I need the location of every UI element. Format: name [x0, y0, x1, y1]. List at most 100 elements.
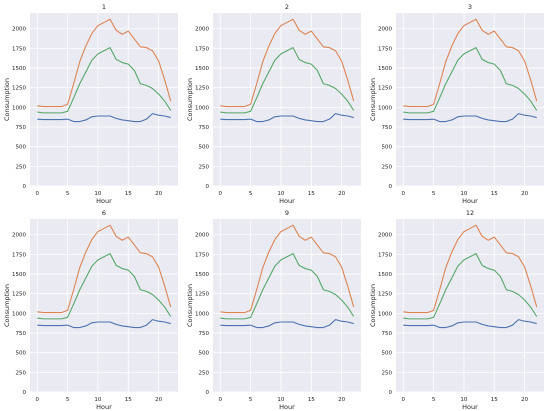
x-tick-label: 20: [155, 191, 162, 197]
y-tick-label: 2000: [378, 233, 392, 239]
series-line: [37, 224, 172, 314]
x-axis-label: Hour: [279, 197, 295, 205]
y-tick-label: 1000: [378, 311, 392, 317]
y-tick-label: 1750: [195, 252, 209, 258]
subplot-title: 1: [102, 3, 106, 11]
plot-area: [396, 219, 544, 392]
x-tick-label: 15: [308, 191, 315, 197]
x-tick-label: 5: [432, 397, 436, 403]
x-tick-label: 10: [460, 191, 467, 197]
x-tick-label: 5: [432, 191, 436, 197]
y-tick-label: 1750: [12, 252, 26, 258]
subplot-title: 9: [285, 209, 289, 217]
y-tick-label: 2000: [378, 27, 392, 33]
series-line: [37, 253, 172, 320]
y-tick-label: 1000: [195, 105, 209, 111]
plot-area: [213, 219, 361, 392]
x-tick-label: 10: [94, 191, 101, 197]
y-tick-label: 750: [16, 125, 27, 131]
y-tick-label: 500: [16, 351, 27, 357]
y-tick-label: 250: [382, 164, 393, 170]
y-tick-label: 1750: [12, 46, 26, 52]
subplot-title: 2: [285, 3, 289, 11]
y-tick-label: 250: [382, 370, 393, 376]
y-axis-label: Consumption: [186, 284, 194, 327]
y-tick-label: 2000: [195, 233, 209, 239]
subplot-12: 0 250 500 750 1000 1250 1500 1750 2000 0 5 10 15 20 12…: [369, 209, 544, 411]
y-tick-label: 250: [199, 370, 210, 376]
series-line: [220, 18, 355, 108]
series-line: [220, 253, 355, 320]
series-line: [403, 18, 538, 108]
y-tick-label: 1250: [195, 292, 209, 298]
y-tick-label: 1750: [195, 46, 209, 52]
series-line: [37, 319, 171, 329]
x-tick-label: 0: [402, 191, 406, 197]
subplot-9: 0 250 500 750 1000 1250 1500 1750 2000 0 5 10 15 20 9 H…: [186, 209, 361, 411]
series-line: [403, 253, 538, 320]
y-tick-label: 1250: [12, 86, 26, 92]
series-line: [403, 113, 537, 123]
x-tick-label: 15: [125, 191, 132, 197]
y-tick-label: 0: [206, 184, 210, 190]
y-tick-label: 1000: [195, 311, 209, 317]
y-tick-label: 500: [199, 351, 210, 357]
x-tick-label: 10: [277, 191, 284, 197]
y-tick-label: 1500: [12, 272, 26, 278]
x-tick-label: 5: [66, 191, 70, 197]
series-line: [220, 319, 354, 329]
y-tick-label: 2000: [12, 27, 26, 33]
y-axis-label: Consumption: [186, 78, 194, 121]
subplot-6: 0 250 500 750 1000 1250 1500 1750 2000 0 5 10 15 20 6 H…: [3, 209, 178, 411]
y-axis-label: Consumption: [369, 78, 377, 121]
plot-area: [30, 13, 178, 186]
plot-area: [213, 13, 361, 186]
y-tick-label: 750: [199, 331, 210, 337]
series-line: [220, 47, 355, 114]
subplot-title: 3: [468, 3, 472, 11]
series-line: [37, 47, 172, 114]
x-tick-label: 10: [277, 397, 284, 403]
y-tick-label: 0: [389, 390, 393, 396]
x-tick-label: 0: [36, 397, 40, 403]
y-tick-label: 2000: [12, 233, 26, 239]
y-tick-label: 0: [23, 390, 27, 396]
x-tick-label: 5: [249, 397, 253, 403]
x-tick-label: 15: [125, 397, 132, 403]
x-tick-label: 10: [94, 397, 101, 403]
y-tick-label: 1000: [378, 105, 392, 111]
y-tick-label: 250: [16, 370, 27, 376]
y-tick-label: 500: [199, 145, 210, 151]
x-tick-label: 0: [36, 191, 40, 197]
y-tick-label: 1500: [378, 66, 392, 72]
y-tick-label: 1750: [378, 46, 392, 52]
plot-area: [30, 219, 178, 392]
y-tick-label: 750: [199, 125, 210, 131]
x-tick-label: 15: [491, 397, 498, 403]
subplot-2: 0 250 500 750 1000 1250 1500 1750 2000 0 5 10 15 20 2 H…: [186, 3, 361, 205]
y-axis-label: Consumption: [369, 284, 377, 327]
series-line: [220, 113, 354, 123]
subplot-title: 12: [466, 209, 474, 217]
series-line: [403, 319, 537, 329]
x-tick-label: 20: [338, 191, 345, 197]
y-tick-label: 0: [389, 184, 393, 190]
series-line: [220, 224, 355, 314]
x-tick-label: 5: [249, 191, 253, 197]
x-axis-label: Hour: [279, 403, 295, 411]
y-tick-label: 250: [16, 164, 27, 170]
y-tick-label: 1000: [12, 311, 26, 317]
series-line: [37, 113, 171, 123]
x-tick-label: 5: [66, 397, 70, 403]
series-line: [403, 47, 538, 114]
y-tick-label: 1500: [378, 272, 392, 278]
y-tick-label: 500: [16, 145, 27, 151]
y-tick-label: 1750: [378, 252, 392, 258]
x-tick-label: 20: [155, 397, 162, 403]
x-axis-label: Hour: [462, 403, 478, 411]
x-tick-label: 20: [521, 397, 528, 403]
subplot-3: 0 250 500 750 1000 1250 1500 1750 2000 0 5 10 15 20 3 H…: [369, 3, 544, 205]
x-axis-label: Hour: [96, 197, 112, 205]
y-tick-label: 1250: [378, 292, 392, 298]
